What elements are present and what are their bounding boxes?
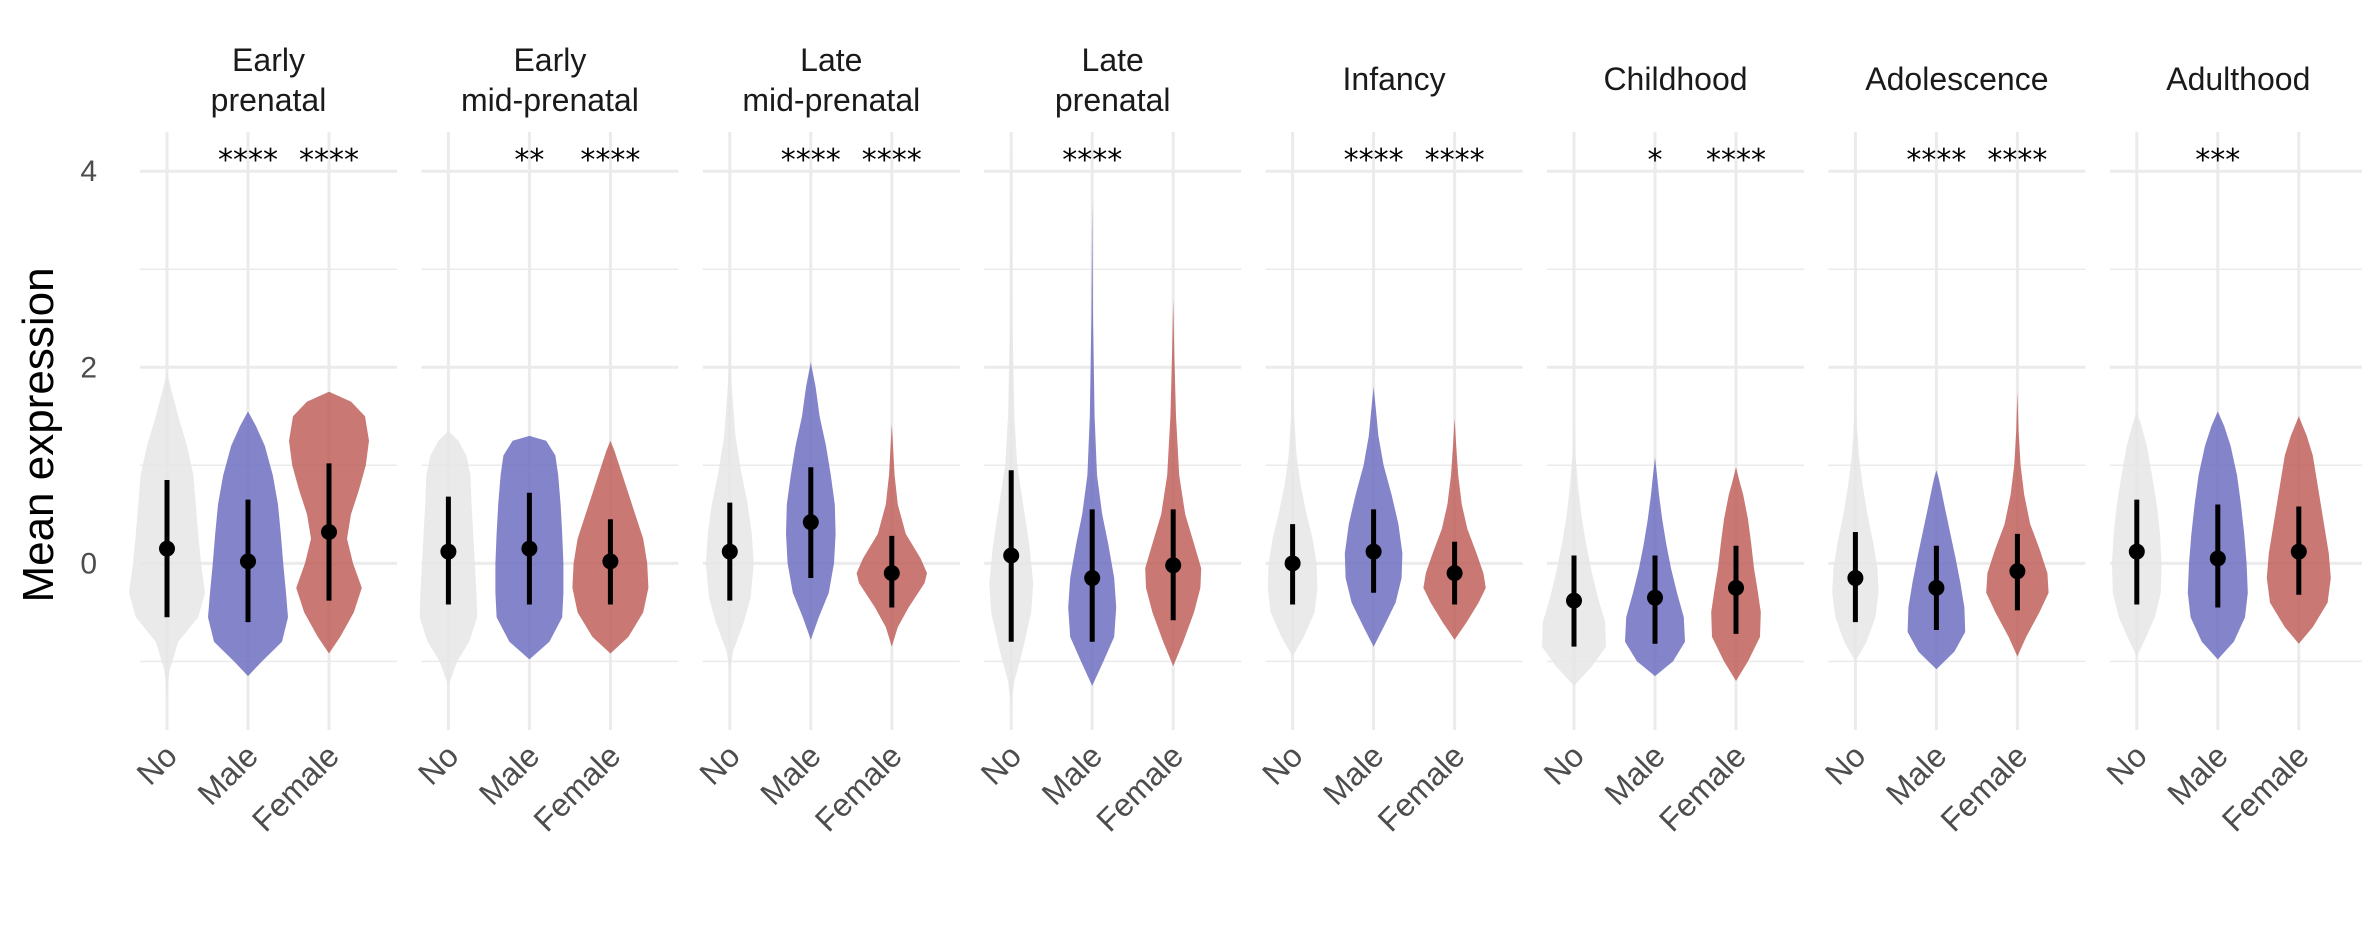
x-tick-label: No — [411, 737, 465, 791]
y-tick-label: 2 — [80, 351, 97, 384]
facet-panel: Adolescence No **** Male **** Female — [1818, 61, 2085, 838]
x-tick-label: No — [974, 737, 1028, 791]
x-tick-label: Male — [472, 737, 547, 812]
median-point — [884, 565, 900, 581]
x-tick-label: Female — [1371, 737, 1472, 838]
median-point — [1928, 580, 1944, 596]
facet-panel: Early mid-prenatal No ** Male **** Female — [411, 42, 678, 838]
violin-female — [1423, 418, 1485, 640]
x-tick-label: Female — [245, 737, 346, 838]
significance-label: **** — [1425, 143, 1485, 178]
x-tick-label: No — [2099, 737, 2153, 791]
significance-label: ** — [514, 143, 544, 178]
facet-title: Adolescence — [1865, 61, 2048, 97]
facet-panel: Late mid-prenatal No **** Male **** Female — [692, 42, 959, 838]
facet-title: Infancy — [1343, 61, 1446, 97]
median-point — [1847, 570, 1863, 586]
median-point — [1728, 580, 1744, 596]
median-point — [2210, 550, 2226, 566]
x-tick-label: Female — [526, 737, 627, 838]
median-point — [803, 514, 819, 530]
x-tick-label: Male — [1316, 737, 1391, 812]
significance-label: **** — [781, 143, 841, 178]
y-axis-label: Mean expression — [14, 267, 63, 602]
x-tick-label: Male — [1597, 737, 1672, 812]
facet-title: Late prenatal — [1055, 42, 1171, 118]
facet-title: Late mid-prenatal — [742, 42, 920, 118]
x-tick-label: No — [1255, 737, 1309, 791]
x-tick-label: Female — [1933, 737, 2034, 838]
x-tick-label: Male — [2160, 737, 2235, 812]
x-tick-label: Female — [1089, 737, 1190, 838]
median-point — [440, 544, 456, 560]
median-point — [1566, 593, 1582, 609]
significance-label: **** — [1987, 143, 2047, 178]
y-tick-label: 0 — [80, 547, 97, 580]
x-tick-label: Female — [1652, 737, 1753, 838]
median-point — [1003, 548, 1019, 564]
significance-label: **** — [1706, 143, 1766, 178]
median-point — [159, 541, 175, 557]
median-point — [521, 541, 537, 557]
median-point — [240, 553, 256, 569]
median-point — [722, 544, 738, 560]
median-point — [1447, 565, 1463, 581]
significance-label: *** — [2195, 143, 2240, 178]
significance-label: **** — [580, 143, 640, 178]
median-point — [602, 553, 618, 569]
x-tick-label: Male — [753, 737, 828, 812]
significance-label: **** — [299, 143, 359, 178]
significance-label: **** — [1906, 143, 1966, 178]
median-point — [2129, 544, 2145, 560]
violin-female — [1986, 392, 2048, 657]
x-tick-label: No — [130, 737, 184, 791]
median-point — [2009, 563, 2025, 579]
facet-title: Early mid-prenatal — [461, 42, 639, 118]
median-point — [1285, 555, 1301, 571]
facet-title: Early prenatal — [211, 42, 327, 118]
x-tick-label: Male — [190, 737, 265, 812]
significance-label: **** — [1344, 143, 1404, 178]
median-point — [1647, 590, 1663, 606]
y-tick-label: 4 — [80, 155, 97, 188]
significance-label: **** — [218, 143, 278, 178]
x-tick-label: Female — [2215, 737, 2316, 838]
facet-title: Childhood — [1603, 61, 1747, 97]
violin-no — [1268, 372, 1318, 656]
x-tick-label: Female — [808, 737, 909, 838]
significance-label: * — [1648, 143, 1663, 178]
x-tick-label: No — [1818, 737, 1872, 791]
median-point — [321, 524, 337, 540]
median-point — [1084, 570, 1100, 586]
median-point — [1366, 544, 1382, 560]
x-tick-label: Male — [1035, 737, 1110, 812]
significance-label: **** — [862, 143, 922, 178]
significance-label: **** — [1062, 143, 1122, 178]
x-tick-label: Male — [1879, 737, 1954, 812]
median-point — [2291, 544, 2307, 560]
facet-panel: Childhood No * Male **** Female — [1537, 61, 1804, 838]
median-point — [1165, 557, 1181, 573]
facet-title: Adulthood — [2166, 61, 2310, 97]
facet-panel: Infancy No **** Male **** Female — [1255, 61, 1522, 838]
x-tick-label: No — [1537, 737, 1591, 791]
x-tick-label: No — [692, 737, 746, 791]
facet-panel: Early prenatal No **** Male **** Female — [129, 42, 397, 838]
violin-female — [857, 424, 927, 647]
